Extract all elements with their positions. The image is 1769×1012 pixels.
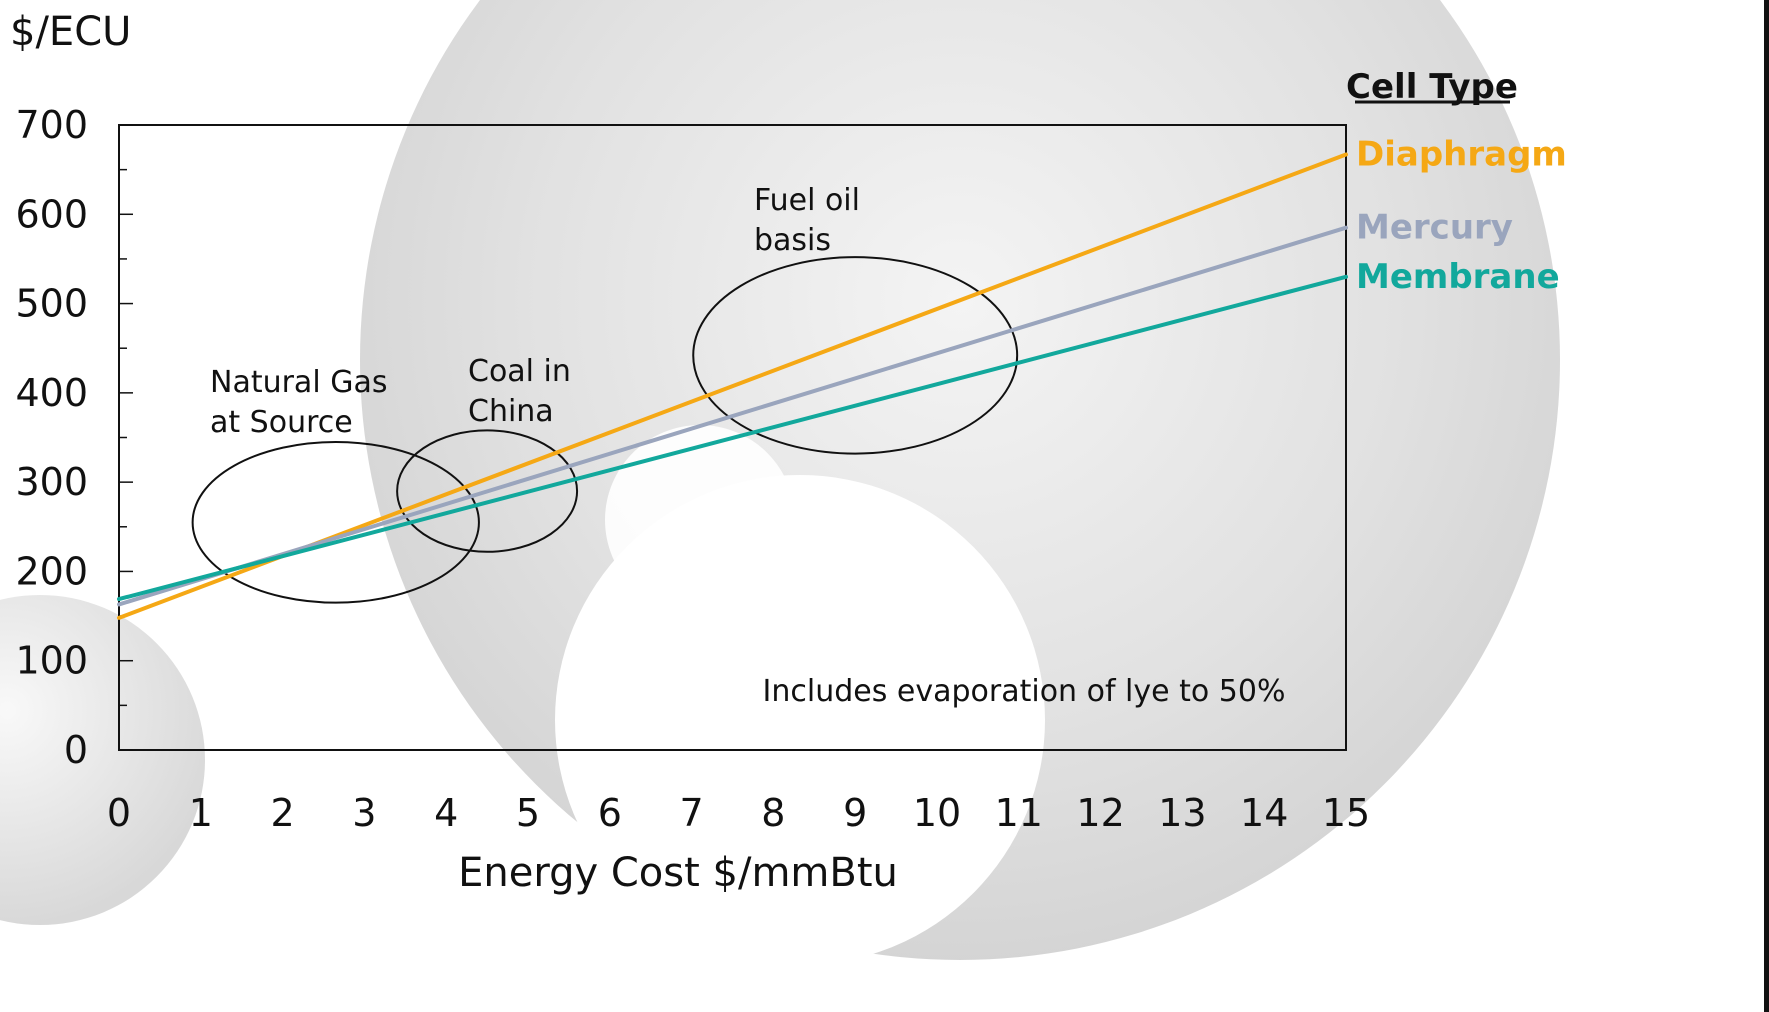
series-line-mercury xyxy=(117,225,1348,607)
legend-title: Cell Type xyxy=(1346,67,1518,107)
region-ellipses xyxy=(191,256,1019,604)
x-tick-label: 3 xyxy=(352,791,376,835)
x-tick-label: 14 xyxy=(1240,791,1288,835)
x-tick-label: 13 xyxy=(1158,791,1206,835)
plot-area xyxy=(117,124,1348,751)
x-tick-label: 1 xyxy=(189,791,213,835)
region-label: Fuel oil xyxy=(754,183,860,218)
legend-items: Diaphragm Mercury Membrane xyxy=(1356,134,1567,296)
y-tick-label: 200 xyxy=(15,549,88,593)
y-tick-label: 600 xyxy=(15,192,88,236)
region-ellipse xyxy=(692,256,1019,455)
x-tick-label: 10 xyxy=(913,791,961,835)
region-label: at Source xyxy=(210,405,353,440)
x-tick-label: 12 xyxy=(1076,791,1124,835)
x-axis-title: Energy Cost $/mmBtu xyxy=(458,850,898,896)
y-tick-label: 500 xyxy=(15,282,88,326)
x-tick-label: 8 xyxy=(761,791,785,835)
region-label: Coal in xyxy=(468,354,571,389)
region-label: China xyxy=(468,394,554,429)
x-tick-label: 11 xyxy=(995,791,1043,835)
y-tick-label: 0 xyxy=(64,728,88,772)
legend-label-membrane: Membrane xyxy=(1356,257,1560,297)
region-label: basis xyxy=(754,223,831,258)
region-labels: Natural Gas at Source Coal in China Fuel oil… xyxy=(210,183,860,440)
x-tick-label: 15 xyxy=(1322,791,1370,835)
region-label: Natural Gas xyxy=(210,365,387,400)
x-tick-label: 9 xyxy=(843,791,867,835)
legend: Cell Type Diaphragm Mercury Membrane xyxy=(1346,67,1567,297)
y-tick-label: 700 xyxy=(15,103,88,147)
x-tick-label: 6 xyxy=(598,791,622,835)
series-line-membrane xyxy=(117,274,1348,602)
background-decoration xyxy=(0,0,1560,960)
y-tick-labels: 0 100 200 300 400 500 600 700 xyxy=(15,103,88,772)
y-axis-title: $/ECU xyxy=(10,9,131,55)
x-tick-label: 0 xyxy=(107,791,131,835)
right-border xyxy=(1764,0,1769,1012)
y-tick-label: 300 xyxy=(15,460,88,504)
x-tick-label: 2 xyxy=(271,791,295,835)
y-tick-label: 400 xyxy=(15,371,88,415)
legend-label-mercury: Mercury xyxy=(1356,208,1513,248)
region-ellipse xyxy=(396,429,579,553)
x-tick-label: 4 xyxy=(434,791,458,835)
y-tick-label: 100 xyxy=(15,639,88,683)
chart-annotation: Includes evaporation of lye to 50% xyxy=(763,674,1286,709)
legend-label-diaphragm: Diaphragm xyxy=(1356,134,1567,174)
x-tick-labels: 0 1 2 3 4 5 6 7 8 9 10 11 12 13 14 15 xyxy=(107,791,1370,835)
x-tick-label: 7 xyxy=(680,791,704,835)
region-ellipse xyxy=(191,440,480,604)
series-lines xyxy=(117,152,1348,620)
x-tick-label: 5 xyxy=(516,791,540,835)
